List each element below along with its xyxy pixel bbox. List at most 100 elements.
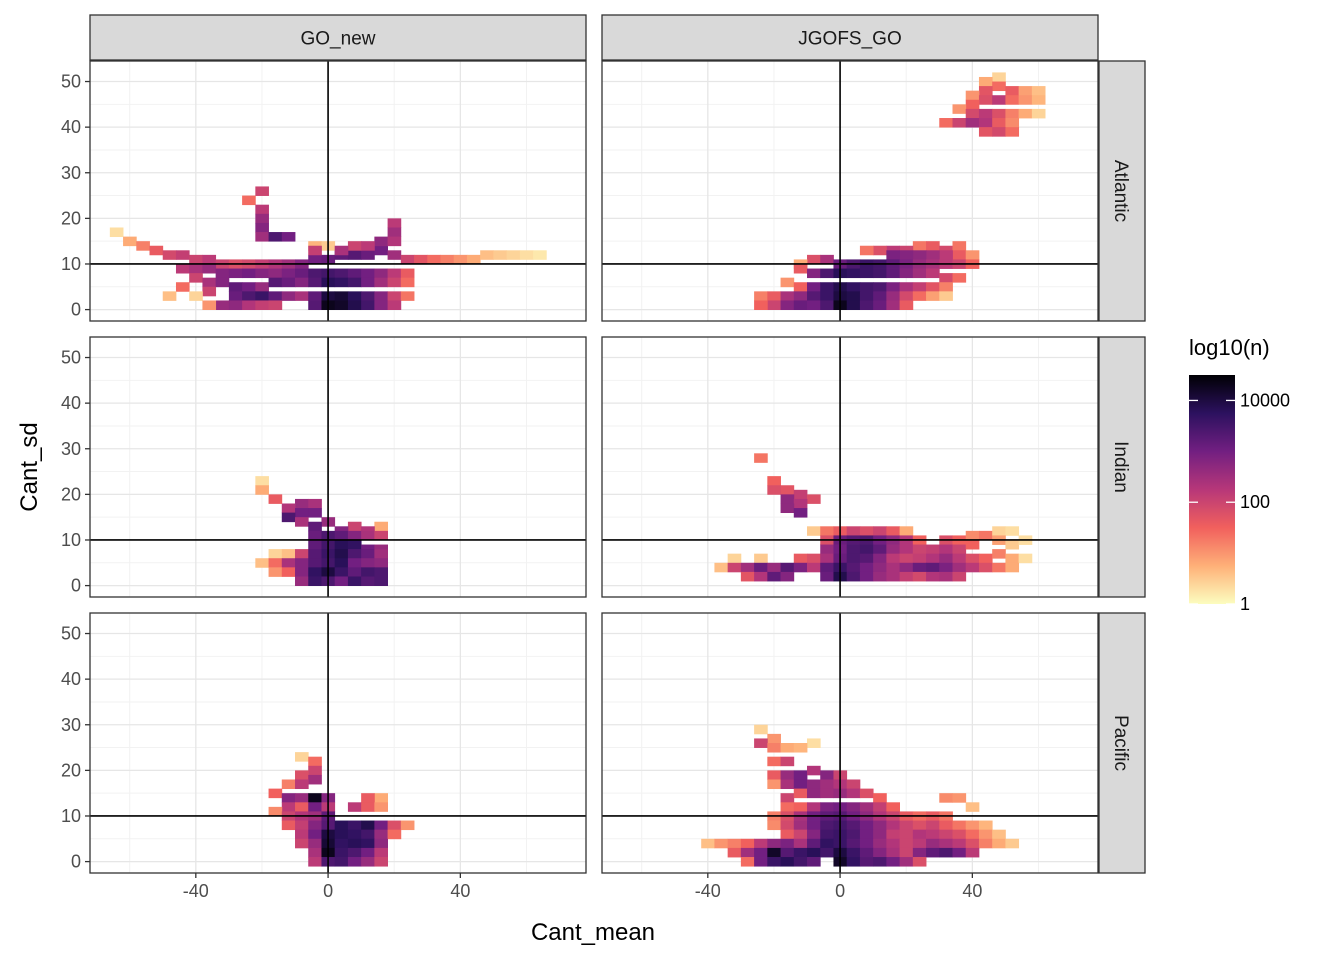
heatmap-cell bbox=[347, 521, 362, 532]
heatmap-cell bbox=[387, 820, 402, 831]
panel-border bbox=[89, 336, 587, 598]
heatmap-cell bbox=[846, 802, 861, 812]
heatmap-cell bbox=[347, 838, 362, 849]
heatmap-cell bbox=[939, 544, 953, 555]
heatmap-cell bbox=[361, 802, 375, 812]
heatmap-cell bbox=[780, 494, 795, 504]
heatmap-cell bbox=[334, 576, 349, 586]
heatmap-cell bbox=[978, 829, 993, 840]
heatmap-cell bbox=[965, 90, 980, 101]
heatmap-cell bbox=[149, 245, 164, 256]
heatmap-cell bbox=[820, 829, 834, 840]
heatmap-cell bbox=[281, 232, 296, 242]
heatmap-cell bbox=[912, 571, 927, 582]
legend-tick-label: 10000 bbox=[1240, 390, 1290, 410]
heatmap-cell bbox=[939, 553, 953, 564]
heatmap-cell bbox=[780, 838, 795, 849]
heatmap-cell bbox=[754, 553, 768, 564]
heatmap-cell bbox=[215, 277, 230, 288]
heatmap-cell bbox=[374, 802, 388, 812]
heatmap-cell bbox=[899, 268, 914, 279]
heatmap-cell bbox=[347, 241, 362, 251]
heatmap-cell bbox=[965, 829, 980, 840]
heatmap-cell bbox=[334, 291, 349, 301]
heatmap-cell bbox=[859, 245, 874, 256]
heatmap-cell bbox=[952, 553, 967, 564]
heatmap-cell bbox=[295, 770, 309, 780]
heatmap-cell bbox=[939, 562, 953, 573]
heatmap-cell bbox=[361, 576, 375, 586]
panel-border bbox=[89, 612, 587, 874]
heatmap-cell bbox=[780, 743, 795, 753]
heatmap-cell bbox=[268, 268, 283, 279]
heatmap-cell bbox=[347, 567, 362, 577]
heatmap-cell bbox=[374, 838, 388, 849]
heatmap-cell bbox=[281, 567, 296, 577]
heatmap-cell bbox=[347, 268, 362, 279]
heatmap-cell bbox=[859, 571, 874, 582]
heatmap-cell bbox=[727, 838, 742, 849]
panel-grid bbox=[89, 60, 1099, 874]
heatmap-cell bbox=[361, 250, 375, 260]
heatmap-cell bbox=[820, 544, 834, 555]
heatmap-cell bbox=[1018, 86, 1033, 96]
heatmap-cell bbox=[295, 508, 309, 518]
heatmap-cell bbox=[807, 838, 821, 849]
heatmap-cell bbox=[873, 291, 887, 301]
heatmap-cell bbox=[361, 829, 375, 840]
heatmap-cell bbox=[519, 250, 534, 260]
heatmap-cell bbox=[202, 254, 217, 265]
heatmap-cell bbox=[308, 765, 322, 776]
heatmap-cell bbox=[740, 857, 755, 867]
heatmap-cell bbox=[295, 291, 309, 301]
heatmap-cell bbox=[295, 549, 309, 559]
heatmap-cell bbox=[427, 254, 441, 265]
heatmap-cell bbox=[255, 485, 269, 495]
heatmap-cell bbox=[992, 526, 1006, 536]
heatmap-cell bbox=[899, 526, 914, 536]
heatmap-cell bbox=[926, 571, 940, 582]
heatmap-cell bbox=[1005, 553, 1020, 564]
heatmap-cell bbox=[992, 72, 1006, 82]
heatmap-cell bbox=[886, 544, 900, 555]
heatmap-cell bbox=[334, 300, 349, 310]
heatmap-cell bbox=[1005, 562, 1020, 573]
heatmap-cell bbox=[846, 282, 861, 292]
y-tick-label: 30 bbox=[61, 715, 81, 735]
heatmap-cell bbox=[754, 453, 768, 463]
heatmap-cell bbox=[859, 802, 874, 812]
heatmap-cell bbox=[873, 526, 887, 536]
heatmap-cell bbox=[859, 838, 874, 849]
heatmap-cell bbox=[807, 857, 821, 867]
heatmap-cell bbox=[281, 779, 296, 790]
heatmap-cell bbox=[255, 291, 269, 301]
heatmap-cell bbox=[952, 118, 967, 128]
heatmap-cell bbox=[952, 793, 967, 803]
heatmap-cell bbox=[374, 236, 388, 247]
heatmap-cell bbox=[846, 562, 861, 573]
x-tick-label: 0 bbox=[323, 881, 333, 901]
heatmap-cell bbox=[268, 300, 283, 310]
heatmap-cell bbox=[175, 282, 190, 292]
heatmap-cell bbox=[308, 838, 322, 849]
heatmap-cell bbox=[308, 567, 322, 577]
heatmap-cell bbox=[202, 300, 217, 310]
legend-tick-label: 1 bbox=[1240, 594, 1250, 614]
heatmap-cell bbox=[873, 820, 887, 831]
heatmap-cell bbox=[926, 847, 940, 858]
heatmap-cell bbox=[793, 829, 808, 840]
heatmap-cell bbox=[767, 770, 781, 780]
heatmap-cell bbox=[255, 282, 269, 292]
heatmap-cell bbox=[820, 788, 834, 799]
heatmap-cell bbox=[740, 838, 755, 849]
heatmap-cell bbox=[807, 820, 821, 831]
heatmap-cell bbox=[740, 847, 755, 858]
heatmap-cell bbox=[1005, 526, 1020, 536]
heatmap-cell bbox=[793, 743, 808, 753]
heatmap-cell bbox=[899, 562, 914, 573]
heatmap-cell bbox=[1005, 95, 1020, 105]
heatmap-cell bbox=[992, 549, 1006, 559]
heatmap-cell bbox=[939, 282, 953, 292]
heatmap-cell bbox=[807, 268, 821, 279]
row-strip bbox=[1098, 336, 1146, 598]
